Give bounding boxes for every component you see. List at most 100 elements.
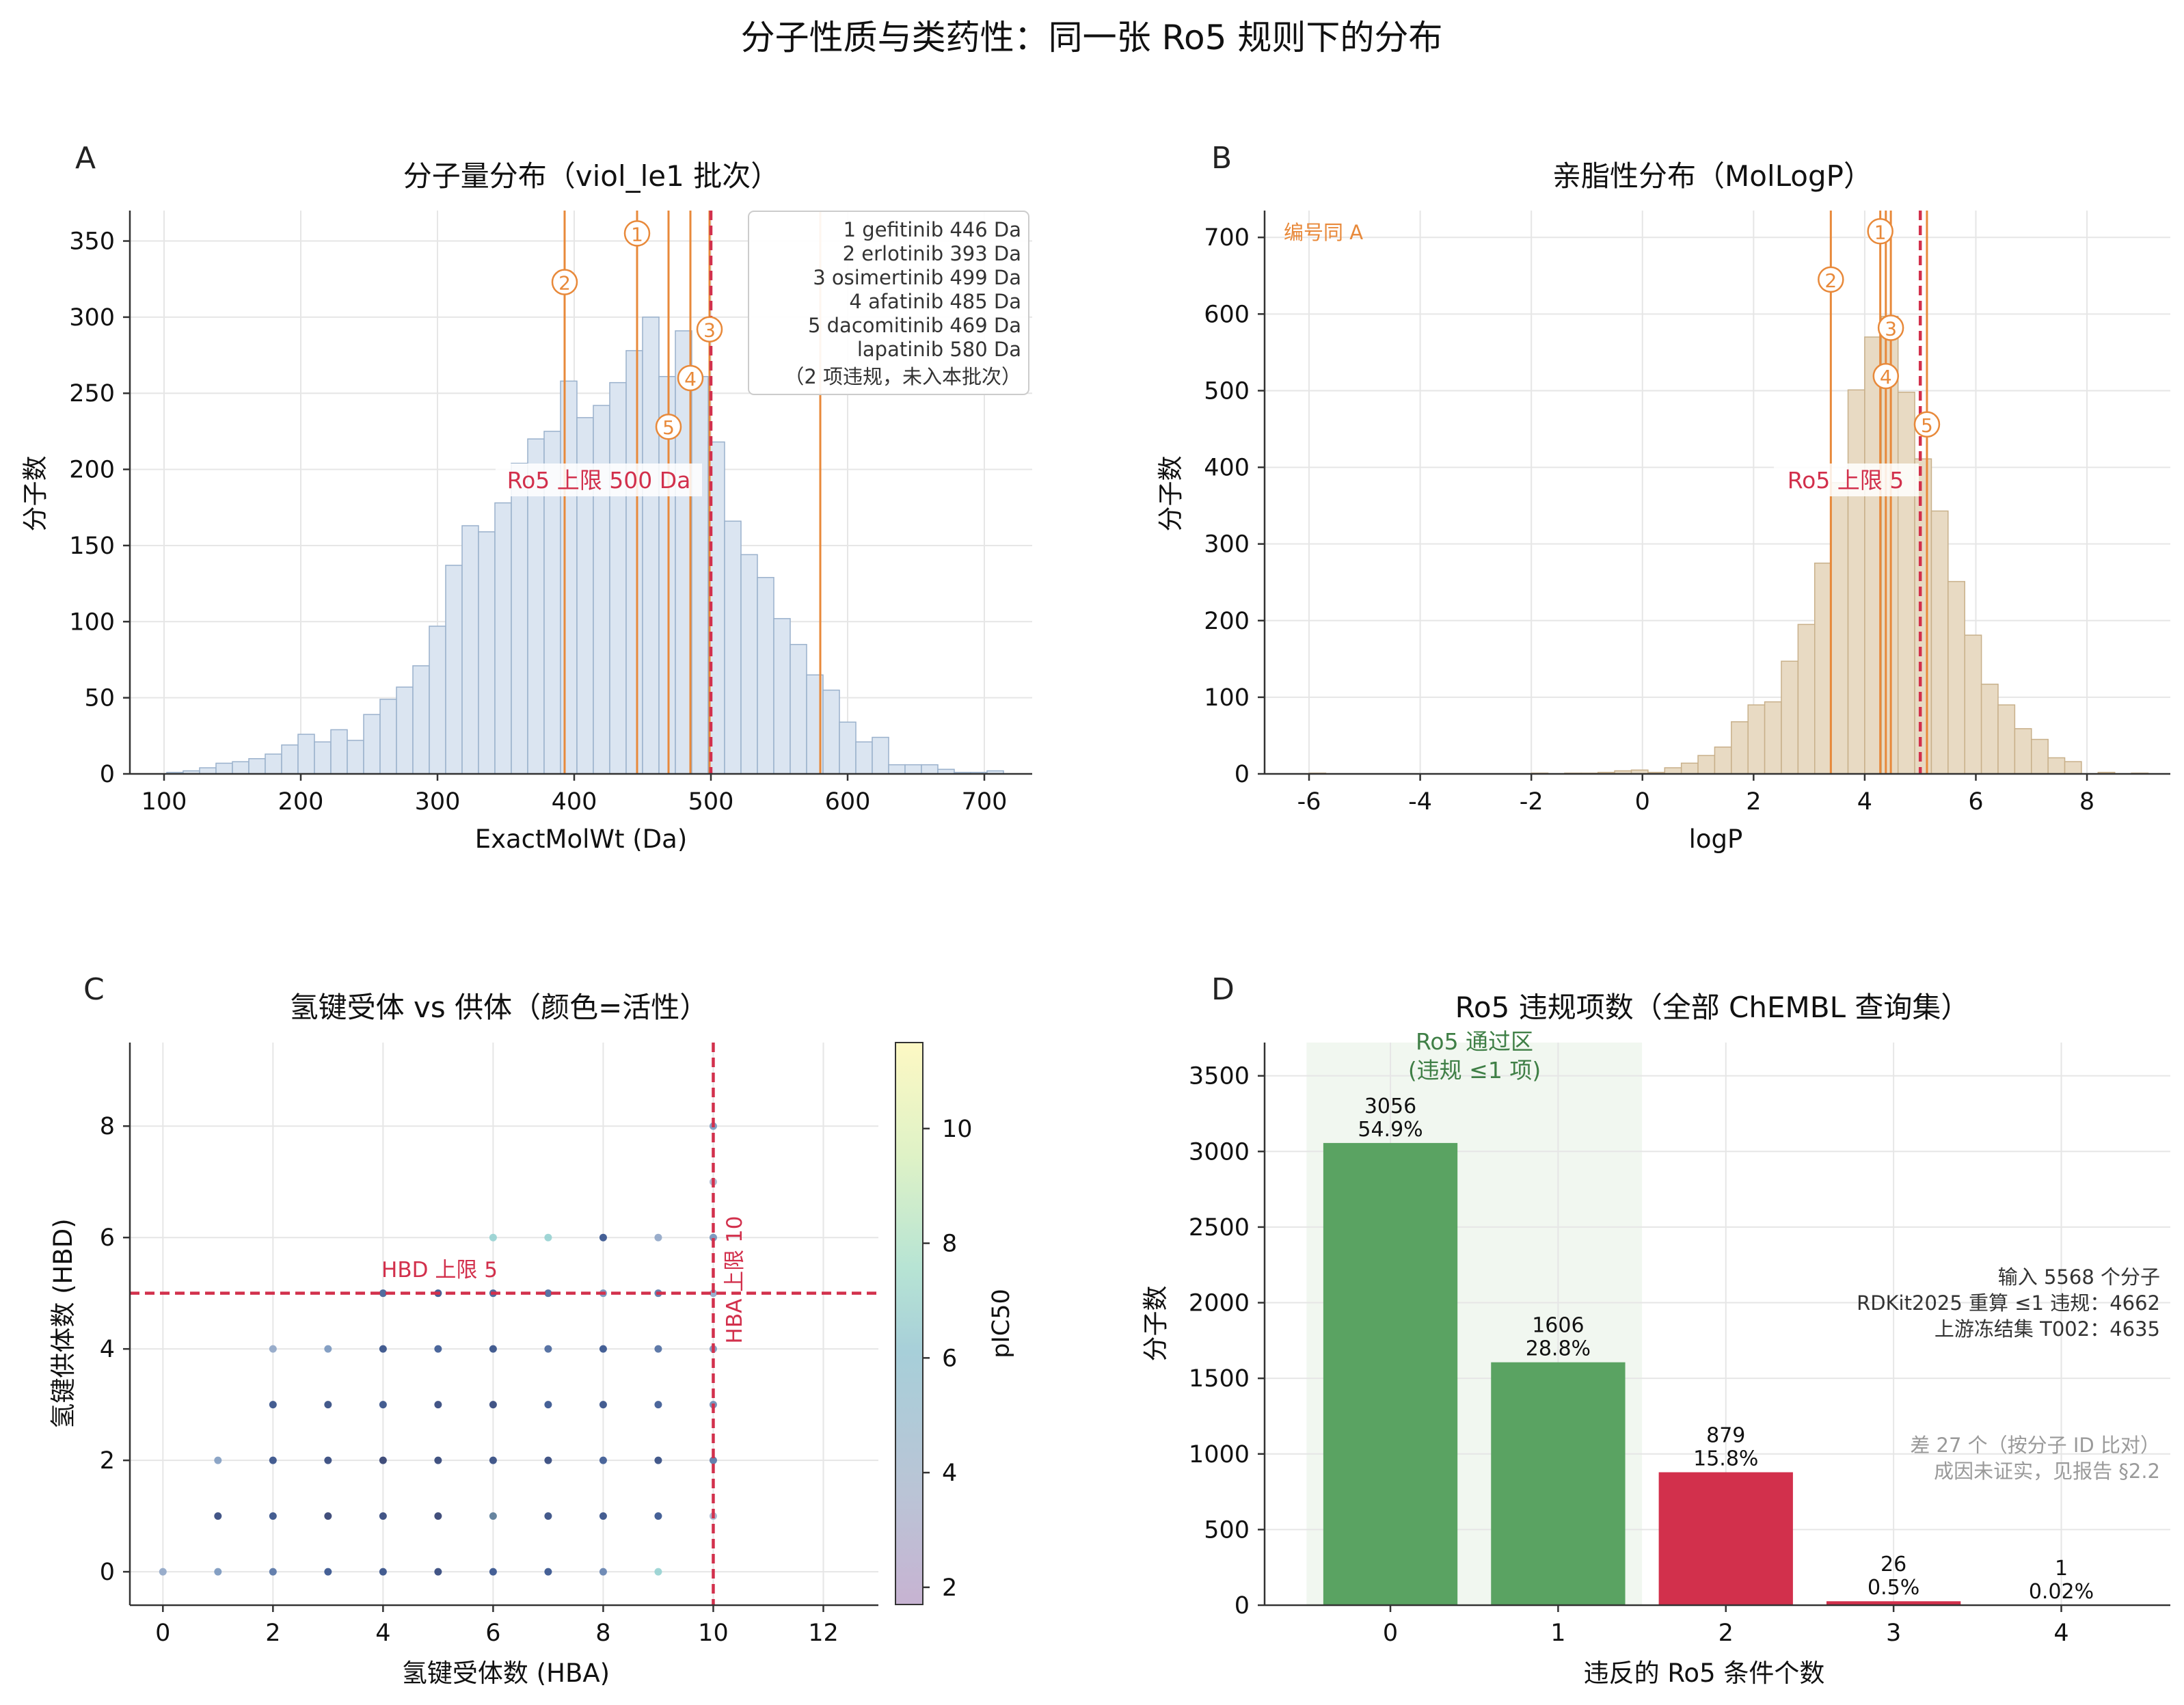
x-tick-label: 4 <box>375 1620 390 1647</box>
histogram-bar <box>1947 580 1965 775</box>
y-tick-label: 2000 <box>1189 1290 1250 1317</box>
x-tick-label: 4 <box>1857 788 1872 816</box>
panel-a-limit-label-bg <box>496 464 702 496</box>
panel-a-axes <box>129 211 1032 775</box>
histogram-bar <box>297 734 315 775</box>
scatter-point <box>159 1568 167 1576</box>
scatter-point <box>599 1345 607 1353</box>
histogram-bar <box>1980 684 1999 775</box>
y-tick-label: 200 <box>1204 608 1250 635</box>
panel-b-xticks: -6 -4 -2 0 2 4 6 8 <box>1297 774 2094 816</box>
histogram-bar <box>1880 315 1899 775</box>
scatter-point <box>544 1568 552 1576</box>
violation-bar <box>1826 1601 1961 1605</box>
histogram-bar <box>1930 510 1949 775</box>
pass-zone-label-1: Ro5 通过区 <box>1416 1028 1533 1055</box>
x-tick-label: 2 <box>1746 788 1761 816</box>
scatter-point <box>544 1233 552 1241</box>
scatter-point <box>269 1512 277 1520</box>
histogram-bar <box>757 576 774 775</box>
scatter-point <box>214 1512 222 1520</box>
panel-b: B 亲脂性分布（MolLogP） 1 2 3 4 5 -6 -4 -2 0 2 4 6 8 0 100 2… <box>1156 141 2170 854</box>
panel-d-axes <box>1263 1043 2170 1607</box>
scatter-point <box>379 1289 387 1298</box>
panel-d-title: Ro5 违规项数（全部 ChEMBL 查询集） <box>1455 991 1970 1024</box>
histogram-bar <box>1997 704 2016 775</box>
scatter-point <box>599 1568 607 1576</box>
histogram-bar <box>1714 747 1732 775</box>
bar-percent-label: 0.02% <box>2029 1580 2094 1604</box>
x-tick-label: 1 <box>1550 1620 1565 1647</box>
scatter-point <box>544 1345 552 1353</box>
x-tick-label: -4 <box>1408 788 1432 816</box>
histogram-bar <box>1814 562 1832 775</box>
scatter-point <box>489 1401 497 1409</box>
histogram-bar <box>822 689 840 775</box>
y-tick-label: 150 <box>69 533 115 560</box>
histogram-bar <box>839 721 857 775</box>
panel-b-letter: B <box>1211 141 1232 176</box>
panel-c: C 氢键受体 vs 供体（颜色=活性） 0 2 4 6 8 10 12 0 2 4 6 8 HBD … <box>49 972 1015 1688</box>
panel-a-legend: 1 gefitinib 446 Da 2 erlotinib 393 Da 3 … <box>748 211 1029 395</box>
scatter-point <box>654 1345 662 1353</box>
histogram-bar <box>1680 762 1699 775</box>
histogram-bar <box>232 761 250 775</box>
histogram-bar <box>396 686 414 775</box>
bar-count-label: 1606 <box>1532 1314 1584 1338</box>
info-line-1: 输入 5568 个分子 <box>1998 1265 2160 1289</box>
scatter-point <box>379 1512 387 1520</box>
marker-badge <box>623 220 651 247</box>
y-tick-label: 4 <box>100 1336 115 1363</box>
x-tick-label: 8 <box>595 1620 610 1647</box>
scatter-point <box>324 1401 332 1409</box>
marker-badge <box>551 269 578 295</box>
panel-a-title: 分子量分布（viol_le1 批次） <box>403 159 779 193</box>
panel-c-hbd-limit-label: HBD 上限 5 <box>381 1258 498 1283</box>
marker-number: 5 <box>662 416 675 439</box>
scatter-point <box>599 1512 607 1520</box>
histogram-bar <box>740 554 758 775</box>
marker-number: 4 <box>1880 366 1892 388</box>
histogram-bar <box>921 764 939 775</box>
scatter-point <box>709 1289 717 1298</box>
histogram-bar <box>642 317 660 775</box>
panel-c-ylabel: 氢键供体数 (HBD) <box>49 1218 78 1428</box>
x-tick-label: 2 <box>1718 1620 1734 1647</box>
scatter-point <box>324 1568 332 1576</box>
violation-bar <box>1323 1142 1458 1605</box>
scatter-point <box>214 1456 222 1464</box>
scatter-point <box>269 1401 277 1409</box>
info-line-2: RDKit2025 重算 ≤1 违规：4662 <box>1857 1291 2160 1315</box>
scatter-point <box>489 1512 497 1520</box>
panel-a-letter: A <box>75 141 96 176</box>
scatter-point <box>489 1345 497 1353</box>
histogram-bar <box>199 767 217 775</box>
y-tick-label: 500 <box>1204 377 1250 405</box>
scatter-point <box>544 1401 552 1409</box>
scatter-point <box>489 1233 497 1241</box>
histogram-bar <box>511 462 528 775</box>
legend-line-3: 3 osimertinib 499 Da <box>813 266 1021 289</box>
legend-line-6: lapatinib 580 Da <box>857 338 1021 361</box>
panel-a-limit-label: Ro5 上限 500 Da <box>507 467 691 494</box>
marker-badge <box>1872 362 1900 390</box>
colorbar-tick-label: 10 <box>942 1116 973 1143</box>
marker-badge <box>696 316 723 343</box>
y-tick-label: 8 <box>100 1113 115 1140</box>
bar-percent-label: 54.9% <box>1358 1118 1423 1142</box>
histogram-bar <box>773 618 791 775</box>
panel-d-letter: D <box>1211 972 1235 1007</box>
colorbar-tick-label: 6 <box>942 1345 957 1372</box>
panel-c-title: 氢键受体 vs 供体（颜色=活性） <box>290 991 709 1024</box>
histogram-bar <box>625 350 643 775</box>
y-tick-label: 300 <box>69 304 115 332</box>
colorbar-ticks: 2 4 6 8 10 <box>923 1116 973 1602</box>
y-tick-label: 3000 <box>1189 1138 1250 1166</box>
histogram-bar <box>478 531 496 775</box>
histogram-bar <box>2014 728 2032 775</box>
scatter-point <box>269 1345 277 1353</box>
scatter-point <box>434 1512 442 1520</box>
x-tick-label: 600 <box>825 788 871 816</box>
panel-b-axes <box>1263 211 2170 775</box>
scatter-point <box>654 1401 662 1409</box>
